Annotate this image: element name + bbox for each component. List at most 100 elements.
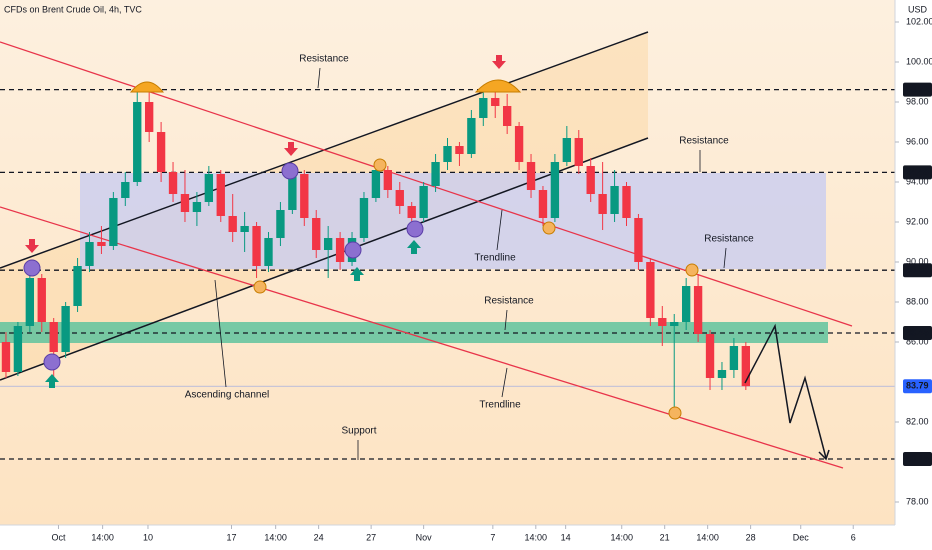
up-arrow xyxy=(350,267,364,281)
x-tick-label: Nov xyxy=(416,532,433,542)
candle-body xyxy=(562,138,572,162)
x-tick-label: 10 xyxy=(143,532,153,542)
candle-body xyxy=(622,186,631,218)
x-tick-label: 27 xyxy=(366,532,376,542)
annotation: Support xyxy=(341,426,376,437)
level-label-box xyxy=(903,326,932,340)
down-arrow xyxy=(284,142,298,156)
x-tick-label: 14:00 xyxy=(525,532,548,542)
y-tick-label: 90.00 xyxy=(906,256,929,266)
candle-body xyxy=(73,266,82,306)
y-tick-label: 102.00 xyxy=(906,16,932,26)
touch-circle xyxy=(406,220,424,238)
candle-body xyxy=(550,162,560,218)
candle-body xyxy=(85,242,94,266)
level-label-box xyxy=(903,165,932,180)
pointer xyxy=(723,247,727,269)
touch-circle xyxy=(344,241,362,259)
annotation: Resistance xyxy=(679,136,729,147)
candle-body xyxy=(276,210,285,238)
candle-body xyxy=(323,238,333,250)
candle-body xyxy=(479,98,488,118)
candle-body xyxy=(729,346,739,370)
candle-body xyxy=(419,186,428,218)
x-tick-label: 21 xyxy=(660,532,670,542)
level-label: 86.45 xyxy=(906,327,929,337)
candle-body xyxy=(13,326,23,372)
candle-body xyxy=(395,190,404,206)
x-axis-strip xyxy=(0,525,932,550)
candle-body xyxy=(705,334,715,378)
candle-body xyxy=(371,170,381,198)
candle-body xyxy=(97,242,106,246)
candle-body xyxy=(228,216,237,232)
touch-circle xyxy=(23,259,41,277)
candle-body xyxy=(610,186,619,214)
level-label: 89.59 xyxy=(906,265,929,275)
candle-body xyxy=(61,306,70,352)
candle-body xyxy=(133,102,142,182)
candle-body xyxy=(502,106,512,126)
touch-circle xyxy=(281,162,299,180)
annotation: Resistance xyxy=(704,234,754,245)
candle-body xyxy=(204,174,214,202)
x-tick-label: 14:00 xyxy=(696,532,719,542)
candle-body xyxy=(717,370,727,378)
pointer xyxy=(214,279,227,388)
candle-body xyxy=(264,238,273,266)
y-tick-label: 78.00 xyxy=(906,496,929,506)
x-tick-label: 6 xyxy=(851,532,856,542)
projection-arrow xyxy=(818,449,830,461)
y-tick-label: 86.00 xyxy=(906,336,929,346)
candle-body xyxy=(168,172,178,194)
touch-circle xyxy=(685,263,699,277)
y-tick-label: 88.00 xyxy=(906,296,929,306)
annotation: Resistance xyxy=(484,296,534,307)
level-label-box xyxy=(903,452,932,466)
candle-body xyxy=(670,322,679,326)
touch-circle xyxy=(542,221,556,235)
y-tick-label: 82.00 xyxy=(906,416,929,426)
x-tick-label: 14:00 xyxy=(264,532,287,542)
y-tick-label: 94.00 xyxy=(906,176,929,186)
trendline-lower xyxy=(0,206,844,469)
candle-body xyxy=(634,218,643,262)
candle-body xyxy=(359,198,369,238)
supply-zone xyxy=(80,173,826,269)
annotation: Trendline xyxy=(474,253,516,264)
candle-body xyxy=(658,318,667,326)
candle-body xyxy=(144,102,154,132)
down-arrow xyxy=(492,55,506,69)
y-axis-label: USD xyxy=(908,4,928,14)
pointer xyxy=(501,367,508,398)
candle-body xyxy=(598,194,607,214)
candle-body xyxy=(455,146,464,154)
candle-body xyxy=(741,346,751,387)
candle-body xyxy=(216,174,225,216)
candle-body xyxy=(109,198,118,246)
touch-circle xyxy=(668,406,682,420)
candle-body xyxy=(156,132,166,172)
x-tick-label: Oct xyxy=(51,532,66,542)
chart-title: CFDs on Brent Crude Oil, 4h, TVC xyxy=(4,4,142,14)
touch-circle xyxy=(43,353,61,371)
candle-body xyxy=(574,138,583,166)
x-tick-label: 7 xyxy=(490,532,495,542)
up-arrow xyxy=(407,240,421,254)
annotation: Ascending channel xyxy=(185,390,270,401)
level-label: 83.79 xyxy=(906,381,929,391)
candle-body xyxy=(514,126,524,162)
candle-body xyxy=(646,262,655,318)
annotation: Trendline xyxy=(479,400,521,411)
candle-body xyxy=(288,174,297,210)
candle-body xyxy=(335,238,345,262)
level-label-box xyxy=(903,263,932,278)
y-tick-label: 100.00 xyxy=(906,56,932,66)
touch-circle xyxy=(373,158,387,172)
candle-body xyxy=(407,206,416,218)
candle-body xyxy=(383,170,393,190)
level-label-box xyxy=(903,82,932,97)
candle-body xyxy=(25,278,35,326)
candle-body xyxy=(431,162,440,186)
